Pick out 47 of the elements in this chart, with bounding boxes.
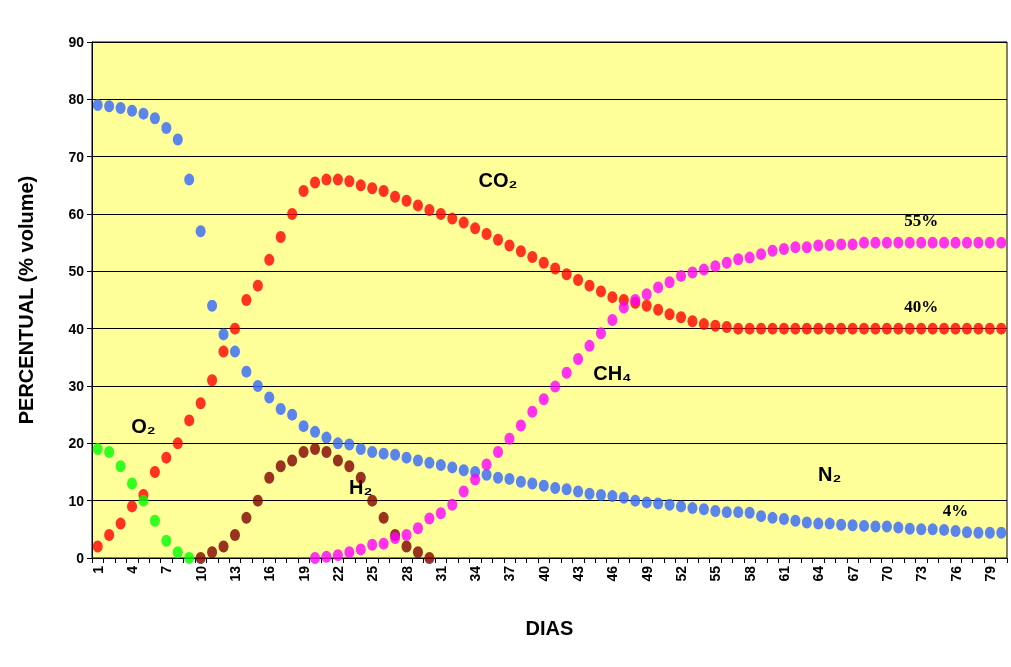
x-tick-label: 31 [432,565,449,582]
x-tick-label: 34 [467,565,484,582]
x-tick-label: 13 [226,565,243,582]
x-tick-label: 52 [673,565,690,582]
x-tick-label: 7 [158,565,175,574]
annotation: 55% [904,210,939,230]
y-axis-title: PERCENTUAL (% volume) [15,175,37,425]
x-tick-label: 55 [707,565,724,582]
x-tick-label: 40 [535,565,552,582]
series-label: O₂ [131,415,156,438]
y-tick-label: 50 [68,263,85,280]
annotation: 40% [904,296,939,316]
x-tick-label: 10 [192,565,209,582]
y-tick-label: 70 [68,148,85,165]
annotation: 4% [942,500,969,520]
x-tick-label: 46 [604,565,621,582]
x-tick-label: 19 [295,565,312,582]
x-tick-label: 1 [89,565,106,574]
x-tick-label: 37 [501,565,518,582]
y-tick-label: 60 [68,206,85,222]
x-tick-label: 64 [810,565,827,582]
x-tick-label: 28 [398,565,415,582]
series-label: CO₂ [478,168,518,191]
y-tick-label: 80 [68,91,85,108]
series-label: H₂ [349,476,373,499]
x-tick-label: 61 [775,565,792,582]
y-tick-label: 40 [68,320,85,337]
x-tick-label: 22 [329,565,346,582]
y-tick-label: 90 [68,34,85,50]
x-tick-label: 49 [638,565,655,582]
series-label: CH₄ [593,362,632,385]
y-tick-label: 30 [68,378,85,394]
x-tick-label: 58 [741,565,758,582]
x-axis-title: DIAS [525,617,574,639]
x-tick-label: 25 [364,565,381,582]
x-tick-label: 76 [947,565,964,582]
x-tick-label: 4 [124,565,141,574]
series-label: N₂ [818,462,842,485]
x-tick-label: 79 [981,565,998,582]
x-tick-label: 16 [261,565,278,582]
y-tick-label: 10 [68,492,85,509]
y-tick-label: 0 [76,550,85,566]
x-tick-label: 43 [570,565,587,582]
x-tick-label: 73 [913,565,930,582]
x-tick-label: 70 [878,565,895,582]
x-tick-label: 67 [844,565,861,582]
y-tick-label: 20 [68,435,85,452]
